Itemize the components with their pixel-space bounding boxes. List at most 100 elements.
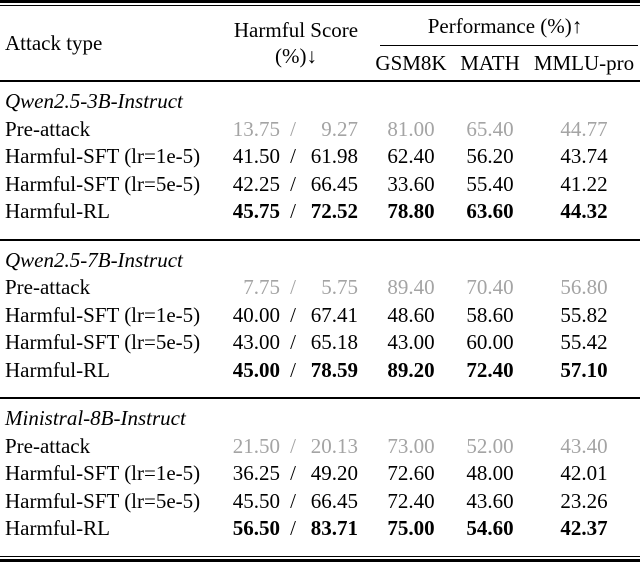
column-header-mmlu-pro: MMLU-pro [533,50,635,75]
mmlu-pro-cell: 57.10 [560,357,608,382]
gsm8k-cell: 72.60 [387,461,435,485]
harmful-score-after: 49.20 [310,461,358,485]
mmlu-pro-cell: 43.40 [560,433,608,458]
harmful-score-cell: 36.25 / 49.20 [222,460,370,488]
bottom-rule-thick [0,559,640,562]
harmful-score-before: 13.75 [232,116,280,141]
table-row: Harmful-SFT (lr=1e-5) 36.25 / 49.20 72.6… [0,460,640,488]
table-row: Pre-attack 13.75 / 9.27 81.00 65.40 44.7… [0,116,640,144]
table-header: Attack type Harmful Score (%)↓ Performan… [0,6,640,80]
bottom-rule-gap [0,557,640,559]
harmful-score-before: 45.50 [232,488,280,513]
table-row: Harmful-SFT (lr=5e-5) 43.00 / 65.18 43.0… [0,329,640,357]
math-cell: 72.40 [466,357,514,382]
row-label: Harmful-SFT (lr=1e-5) [5,461,201,485]
mmlu-pro-cell: 23.26 [560,488,608,513]
slash-separator: / [290,330,296,354]
gsm8k-cell: 81.00 [387,116,435,141]
harmful-score-after: 72.52 [310,199,358,223]
column-header-gsm8k: GSM8K [375,50,447,75]
section-divider-rule [0,397,640,399]
harmful-score-cell: 45.50 / 66.45 [222,488,370,516]
slash-separator: / [290,275,296,299]
math-cell: 54.60 [466,516,514,540]
harmful-score-cell: 43.00 / 65.18 [222,329,370,357]
harmful-score-before: 56.50 [232,516,280,540]
slash-separator: / [290,199,296,223]
row-label: Harmful-RL [5,357,110,382]
harmful-score-before: 45.75 [232,199,280,223]
harmful-score-before: 40.00 [232,302,280,327]
row-label: Harmful-SFT (lr=1e-5) [5,144,201,168]
section-qwen2.5-3b-instruct: Qwen2.5-3B-Instruct Pre-attack 13.75 / 9… [0,82,640,239]
harmful-score-after: 61.98 [310,144,358,168]
mmlu-pro-cell: 55.82 [560,302,608,327]
mmlu-pro-cell: 41.22 [560,171,608,196]
slash-separator: / [290,461,296,485]
model-name: Qwen2.5-7B-Instruct [5,247,183,272]
mmlu-pro-cell: 55.42 [560,330,608,354]
top-rule-thin [0,5,640,6]
harmful-score-cell: 45.75 / 72.52 [222,198,370,226]
gsm8k-cell: 75.00 [387,516,435,540]
gsm8k-cell: 62.40 [387,144,435,168]
model-name: Qwen2.5-3B-Instruct [5,89,183,113]
column-header-math: MATH [460,50,520,75]
math-cell: 60.00 [466,330,514,354]
mmlu-pro-cell: 43.74 [560,144,608,168]
table-row: Harmful-SFT (lr=5e-5) 45.50 / 66.45 72.4… [0,488,640,516]
mmlu-pro-cell: 42.01 [560,461,608,485]
slash-separator: / [290,302,296,327]
math-cell: 55.40 [466,171,514,196]
gsm8k-cell: 89.40 [387,275,435,299]
column-header-performance-group: Performance (%)↑ GSM8K MATH MMLU-pro [370,6,640,80]
math-cell: 43.60 [466,488,514,513]
section-qwen2.5-7b-instruct: Qwen2.5-7B-Instruct Pre-attack 7.75 / 5.… [0,241,640,398]
math-cell: 70.40 [466,275,514,299]
harmful-score-cell: 45.00 / 78.59 [222,357,370,385]
section-divider-rule [0,238,640,241]
header-rule [0,80,640,82]
row-label: Harmful-RL [5,516,110,540]
gsm8k-cell: 48.60 [387,302,435,327]
math-cell: 65.40 [466,116,514,141]
harmful-score-after: 20.13 [310,433,358,458]
slash-separator: / [290,171,296,196]
column-header-attack-type: Attack type [5,30,103,55]
row-label: Harmful-SFT (lr=5e-5) [5,330,201,354]
row-label: Harmful-SFT (lr=5e-5) [5,488,201,513]
harmful-score-cell: 41.50 / 61.98 [222,143,370,171]
harmful-score-cell: 13.75 / 9.27 [222,116,370,144]
slash-separator: / [290,357,296,382]
row-label: Pre-attack [5,433,91,458]
gsm8k-cell: 33.60 [387,171,435,196]
harmful-score-header-line1: Harmful Score [233,18,359,42]
model-name: Ministral-8B-Instruct [5,406,186,430]
math-cell: 52.00 [466,433,514,458]
table-row: Harmful-RL 56.50 / 83.71 75.00 54.60 42.… [0,515,640,543]
harmful-score-after: 9.27 [321,116,358,141]
harmful-score-after: 66.45 [310,171,358,196]
table-row: Harmful-SFT (lr=1e-5) 41.50 / 61.98 62.4… [0,143,640,171]
harmful-score-after: 66.45 [310,488,358,513]
math-cell: 56.20 [466,144,514,168]
math-cell: 58.60 [466,302,514,327]
table-row: Pre-attack 7.75 / 5.75 89.40 70.40 56.80 [0,274,640,302]
harmful-score-header-line2: (%)↓ [275,44,317,68]
row-label: Pre-attack [5,275,91,299]
slash-separator: / [290,144,296,168]
harmful-score-before: 41.50 [232,144,280,168]
mmlu-pro-cell: 44.32 [560,199,608,223]
harmful-score-after: 78.59 [310,357,358,382]
harmful-score-cell: 21.50 / 20.13 [222,433,370,461]
performance-subheaders: GSM8K MATH MMLU-pro [370,46,640,80]
harmful-score-cell: 40.00 / 67.41 [222,302,370,330]
mmlu-pro-cell: 42.37 [560,516,608,540]
gsm8k-cell: 72.40 [387,488,435,513]
slash-separator: / [290,116,296,141]
top-rule-gap [0,3,640,5]
table-row: Harmful-SFT (lr=1e-5) 40.00 / 67.41 48.6… [0,302,640,330]
harmful-score-after: 83.71 [310,516,358,540]
harmful-score-after: 65.18 [310,330,358,354]
